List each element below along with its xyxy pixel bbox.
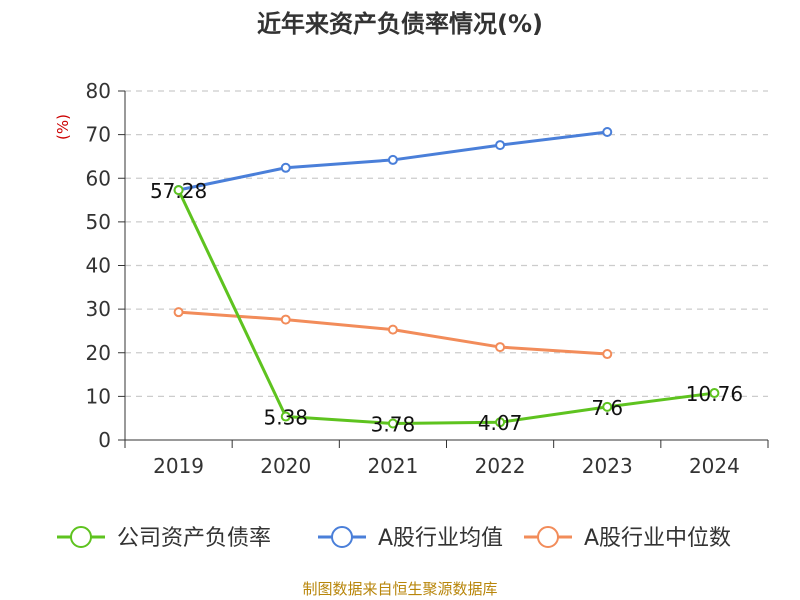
y-axis-unit-label: (%) [54, 114, 72, 140]
y-tick-label-30: 30 [86, 297, 111, 321]
x-tick-label-2020: 2020 [260, 454, 311, 478]
data-labels: 57.28 5.38 3.78 4.07 7.6 10.76 [150, 179, 743, 436]
legend-label-2: A股行业中位数 [584, 526, 731, 551]
y-tick-label-10: 10 [86, 384, 111, 408]
y-tick-label-40: 40 [86, 254, 111, 278]
series-2-point-2022 [495, 342, 506, 353]
legend: 公司资产负债率 A股行业均值 A股行业中位数 [57, 526, 731, 551]
data-label-2019: 57.28 [150, 179, 207, 203]
series-2-point-2019 [173, 307, 184, 318]
series-1-point-2022 [495, 140, 506, 151]
data-label-2024: 10.76 [686, 382, 743, 406]
y-tick-label-80: 80 [86, 79, 111, 103]
data-label-2022: 4.07 [478, 411, 523, 435]
series-2-point-2020 [280, 314, 291, 325]
legend-item-0: 公司资产负债率 [57, 526, 271, 551]
legend-marker-0 [70, 526, 92, 548]
series-0-point-2024 [709, 388, 720, 399]
series-1-point-2023 [602, 127, 613, 138]
series-0-point-2023 [602, 401, 613, 412]
axes: 0 10 20 30 40 50 60 70 80 2019 2020 2021 2022 2023 202… [86, 79, 769, 478]
y-tick-label-50: 50 [86, 210, 111, 234]
y-tick-label-20: 20 [86, 341, 111, 365]
y-tick-label-60: 60 [86, 166, 111, 190]
x-tick-label-2022: 2022 [475, 454, 526, 478]
series-0-point-2019 [173, 185, 184, 196]
gridlines [125, 90, 768, 397]
x-tick-label-2024: 2024 [689, 454, 740, 478]
x-tick-label-2023: 2023 [582, 454, 633, 478]
y-tick-label-0: 0 [98, 428, 111, 452]
legend-item-2: A股行业中位数 [524, 526, 731, 551]
series-0-point-2020 [280, 411, 291, 422]
chart-title: 近年来资产负债率情况(%) [257, 10, 543, 38]
x-tick-label-2019: 2019 [153, 454, 204, 478]
legend-marker-1 [331, 526, 353, 548]
legend-label-0: 公司资产负债率 [117, 526, 271, 551]
series-1-point-2021 [387, 154, 398, 165]
data-source-note: 制图数据来自恒生聚源数据库 [302, 580, 497, 598]
data-label-2023: 7.6 [591, 396, 623, 420]
data-label-2020: 5.38 [263, 406, 308, 430]
series-lines [173, 127, 720, 429]
legend-item-1: A股行业均值 [318, 526, 503, 551]
series-1-point-2020 [280, 162, 291, 173]
y-tick-label-70: 70 [86, 123, 111, 147]
x-tick-label-2021: 2021 [367, 454, 418, 478]
series-2-point-2021 [387, 324, 398, 335]
legend-marker-2 [537, 526, 559, 548]
series-0-point-2022 [495, 417, 506, 428]
series-line-0 [177, 189, 715, 426]
legend-label-1: A股行业均值 [378, 526, 503, 551]
series-2-point-2023 [602, 349, 613, 360]
series-0-point-2021 [387, 418, 398, 429]
data-label-2021: 3.78 [371, 413, 416, 437]
